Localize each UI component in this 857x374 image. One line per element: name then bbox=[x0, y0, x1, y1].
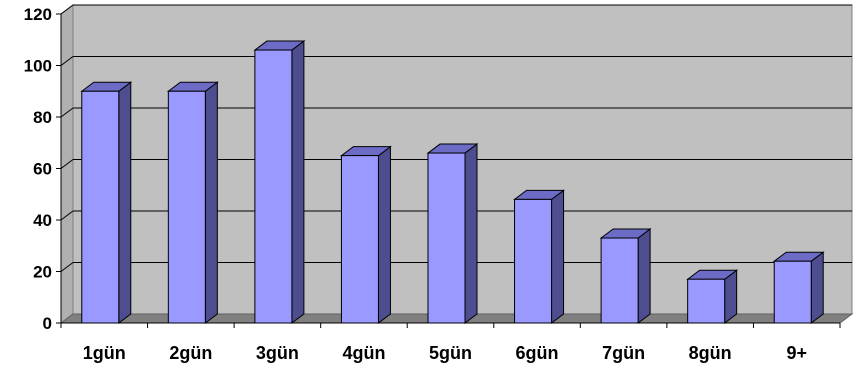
y-tick-label: 80 bbox=[33, 108, 52, 127]
bar-side bbox=[204, 81, 218, 324]
y-tick-label: 0 bbox=[43, 314, 52, 333]
bar-side bbox=[464, 143, 478, 324]
gridline-depth bbox=[60, 56, 74, 66]
y-axis-tick-labels: 0 20 40 60 80 100 120 bbox=[24, 5, 52, 333]
x-category-label: 9+ bbox=[786, 343, 807, 363]
bar-front bbox=[427, 152, 466, 324]
bar bbox=[166, 81, 219, 324]
bar-front bbox=[167, 90, 206, 324]
y-tick-label: 40 bbox=[33, 211, 52, 230]
x-category-label: 7gün bbox=[602, 343, 645, 363]
bar bbox=[772, 251, 825, 324]
bar-front bbox=[254, 49, 293, 324]
bar bbox=[599, 228, 652, 324]
bars bbox=[80, 40, 825, 325]
y-tick-label: 60 bbox=[33, 160, 52, 179]
bar-front bbox=[81, 90, 120, 324]
bar bbox=[339, 145, 392, 324]
bar-side bbox=[637, 228, 651, 324]
x-category-label: 2gün bbox=[169, 343, 212, 363]
bar bbox=[80, 81, 133, 325]
bar-front bbox=[687, 278, 726, 324]
y-tick-label: 120 bbox=[24, 5, 52, 24]
x-category-label: 3gün bbox=[256, 343, 299, 363]
gridline-depth bbox=[60, 262, 74, 272]
bar bbox=[513, 189, 566, 324]
x-axis-category-labels: 1gün 2gün 3gün 4gün 5gün 6gün 7gün 8gün 9+ bbox=[83, 343, 807, 363]
bar-side bbox=[291, 40, 305, 324]
bar-side bbox=[810, 251, 824, 324]
gridline-depth bbox=[60, 107, 74, 118]
y-tick-label: 100 bbox=[24, 57, 52, 76]
y-tick-label: 20 bbox=[33, 263, 52, 282]
bar-front bbox=[773, 260, 812, 324]
bar-side bbox=[118, 81, 132, 325]
x-category-label: 8gün bbox=[689, 343, 732, 363]
bar bbox=[686, 269, 739, 324]
gridline-depth bbox=[60, 4, 74, 15]
bar-side bbox=[551, 189, 565, 324]
x-category-label: 6gün bbox=[516, 343, 559, 363]
bar-front bbox=[600, 237, 639, 324]
gridline-depth bbox=[60, 210, 74, 221]
x-category-label: 4gün bbox=[342, 343, 385, 363]
x-category-label: 1gün bbox=[83, 343, 126, 363]
gridline-depth bbox=[60, 159, 74, 169]
bar-side bbox=[377, 145, 391, 324]
x-category-label: 5gün bbox=[429, 343, 472, 363]
bar-front bbox=[340, 155, 379, 324]
bar bbox=[253, 40, 306, 324]
bar bbox=[426, 143, 479, 324]
bar-front bbox=[514, 198, 553, 324]
